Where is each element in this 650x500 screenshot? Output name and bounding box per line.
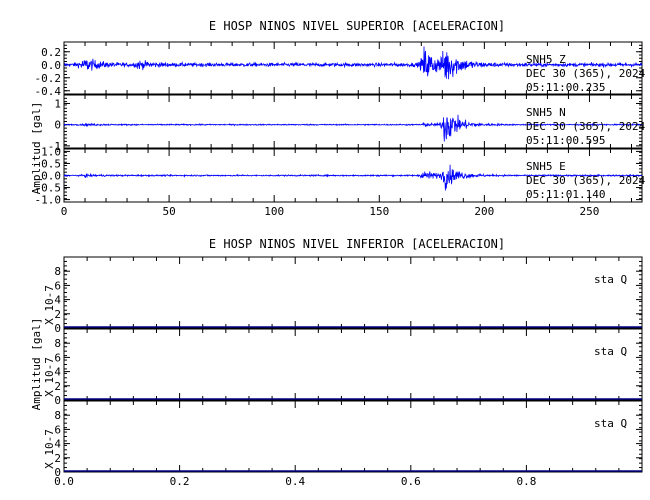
panel-frame xyxy=(63,328,643,401)
x-tick-label: 50 xyxy=(162,205,175,218)
y-tick-label: 6 xyxy=(54,351,61,364)
trace-series-2 xyxy=(63,114,643,142)
y-tick-label: 0 xyxy=(54,119,61,132)
y-tick-label: 8 xyxy=(54,409,61,422)
upper-y-axis-label: Amplitud [gal] xyxy=(30,102,43,195)
y-tick-label: 4 xyxy=(54,294,61,307)
y-tick-label: 2 xyxy=(54,380,61,393)
x-tick-label: 0 xyxy=(61,205,68,218)
x-tick-label: 0.8 xyxy=(516,475,536,488)
y-tick-label: -0.5 xyxy=(35,182,62,195)
record-time: 05:11:00.235 xyxy=(526,81,605,94)
y-tick-label: 1 xyxy=(54,97,61,110)
record-date: DEC 30 (365), 2024 xyxy=(526,120,646,133)
station-label: SNH5 Z xyxy=(526,53,566,66)
y-tick-label: -0.4 xyxy=(35,85,62,98)
station-label: sta Q xyxy=(594,345,627,358)
record-date: DEC 30 (365), 2024 xyxy=(526,174,646,187)
y-tick-label: -1 xyxy=(48,140,61,153)
scale-factor-label: X 10-7 xyxy=(43,429,56,469)
scale-factor-label: X 10-7 xyxy=(43,357,56,397)
upper-level-accelerogram: E HOSP NINOS NIVEL SUPERIOR [ACELERACION… xyxy=(30,19,646,218)
lower-chart-title: E HOSP NINOS NIVEL INFERIOR [ACELERACION… xyxy=(209,237,505,251)
y-tick-label: 0.0 xyxy=(41,170,61,183)
y-tick-label: 0 xyxy=(54,466,61,479)
station-label: SNH5 N xyxy=(526,106,566,119)
y-tick-label: 0.5 xyxy=(41,157,61,170)
station-label: SNH5 E xyxy=(526,160,566,173)
x-tick-label: 100 xyxy=(264,205,284,218)
y-tick-label: 1.0 xyxy=(41,145,61,158)
record-time: 05:11:00.595 xyxy=(526,134,605,147)
y-tick-label: 4 xyxy=(54,438,61,451)
y-tick-label: 8 xyxy=(54,337,61,350)
upper-chart-title: E HOSP NINOS NIVEL SUPERIOR [ACELERACION… xyxy=(209,19,505,33)
station-label: sta Q xyxy=(594,417,627,430)
trace-series-1 xyxy=(63,46,643,80)
record-date: DEC 30 (365), 2024 xyxy=(526,67,646,80)
x-tick-label: 250 xyxy=(580,205,600,218)
y-tick-label: 2 xyxy=(54,308,61,321)
y-tick-label: 0 xyxy=(54,322,61,335)
y-tick-label: 8 xyxy=(54,265,61,278)
station-label: sta Q xyxy=(594,273,627,286)
y-tick-label: -1.0 xyxy=(35,194,62,207)
panel-frame xyxy=(63,400,643,473)
y-tick-label: 6 xyxy=(54,279,61,292)
y-tick-label: 2 xyxy=(54,452,61,465)
x-tick-label: 0.4 xyxy=(285,475,305,488)
x-tick-label: 0.6 xyxy=(401,475,421,488)
lower-level-accelerogram: E HOSP NINOS NIVEL INFERIOR [ACELERACION… xyxy=(30,237,643,488)
trace-series-3 xyxy=(63,164,643,191)
y-tick-label: 4 xyxy=(54,366,61,379)
y-tick-label: -0.2 xyxy=(35,72,62,85)
lower-y-axis-label: Amplitud [gal] xyxy=(30,318,43,411)
panel-frame xyxy=(63,256,643,329)
y-tick-label: 6 xyxy=(54,423,61,436)
y-tick-label: 0.0 xyxy=(41,59,61,72)
x-tick-label: 0.2 xyxy=(170,475,190,488)
x-tick-label: 0.0 xyxy=(54,475,74,488)
x-tick-label: 200 xyxy=(474,205,494,218)
record-time: 05:11:01.140 xyxy=(526,188,605,201)
x-tick-label: 150 xyxy=(369,205,389,218)
y-tick-label: 0 xyxy=(54,394,61,407)
y-tick-label: 0.2 xyxy=(41,46,61,59)
scale-factor-label: X 10-7 xyxy=(43,285,56,325)
